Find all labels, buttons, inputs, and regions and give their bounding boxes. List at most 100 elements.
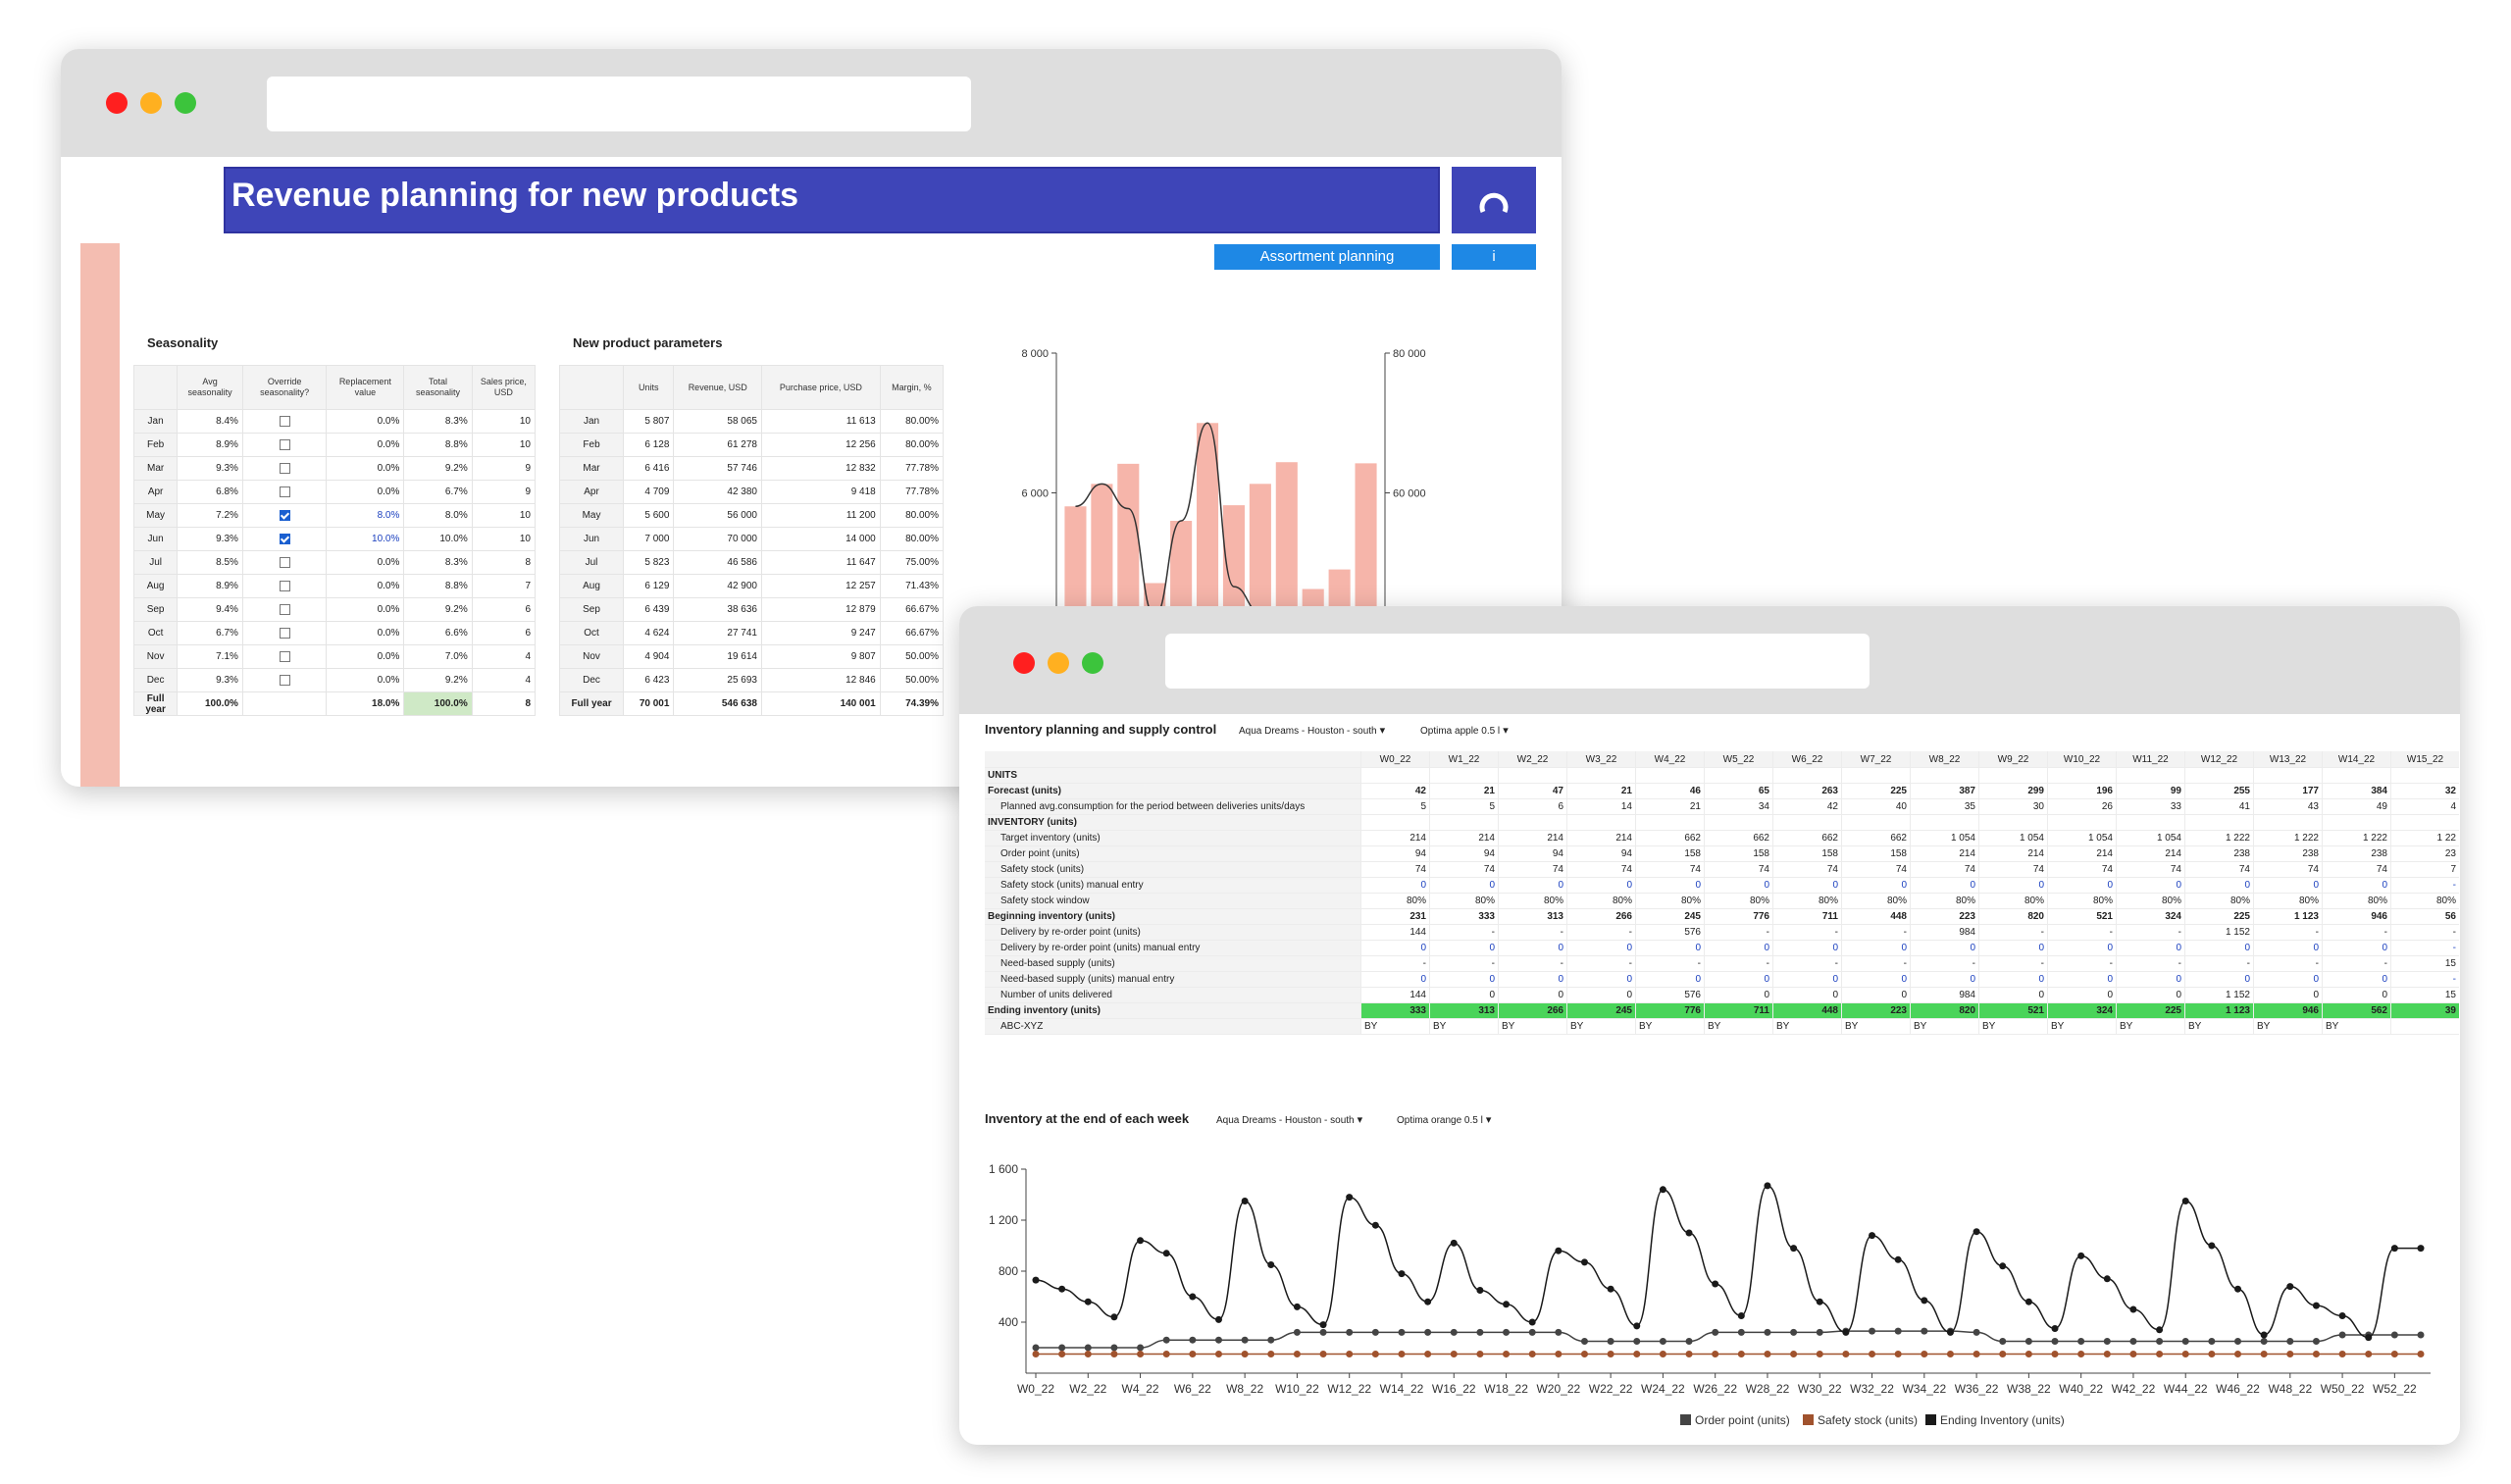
value-cell[interactable]: 0 xyxy=(1841,971,1911,988)
value-cell[interactable]: 0 xyxy=(1978,877,2048,894)
override-checkbox-cell[interactable] xyxy=(241,644,328,669)
override-checkbox-cell[interactable] xyxy=(241,574,328,598)
override-checkbox-cell[interactable] xyxy=(241,668,328,692)
override-checkbox-cell[interactable] xyxy=(241,456,328,481)
value-cell[interactable]: 0 xyxy=(2253,940,2323,956)
value-cell[interactable]: 0 xyxy=(2322,971,2391,988)
value-cell[interactable]: 0 xyxy=(1978,971,2048,988)
value-cell[interactable]: 0 xyxy=(1635,971,1705,988)
close-window-icon[interactable] xyxy=(1013,652,1035,674)
override-checkbox[interactable] xyxy=(279,556,290,568)
value-cell[interactable]: 0 xyxy=(1360,940,1430,956)
value-cell[interactable]: 0 xyxy=(2322,877,2391,894)
override-checkbox[interactable] xyxy=(279,674,290,686)
close-window-icon[interactable] xyxy=(106,92,128,114)
info-button[interactable]: i xyxy=(1452,244,1536,270)
value-cell[interactable]: 0 xyxy=(1772,877,1842,894)
chart-location-dropdown[interactable]: Aqua Dreams - Houston - south xyxy=(1216,1113,1362,1126)
product-dropdown[interactable]: Optima apple 0.5 l xyxy=(1420,724,1509,737)
value-cell[interactable]: 0 xyxy=(2184,877,2254,894)
override-checkbox[interactable] xyxy=(279,603,290,615)
value-cell[interactable]: 0 xyxy=(1635,877,1705,894)
value-cell[interactable]: 0 xyxy=(1841,940,1911,956)
value-cell[interactable]: 0 xyxy=(1910,971,1979,988)
value-cell[interactable]: 0 xyxy=(1910,940,1979,956)
value-cell[interactable]: 0 xyxy=(2047,940,2117,956)
override-checkbox[interactable] xyxy=(279,650,290,662)
override-checkbox[interactable] xyxy=(279,627,290,639)
override-checkbox-cell[interactable] xyxy=(241,480,328,504)
maximize-window-icon[interactable] xyxy=(1082,652,1103,674)
override-checkbox[interactable] xyxy=(279,509,290,521)
override-checkbox[interactable] xyxy=(279,462,290,474)
value-cell[interactable]: 0 xyxy=(1978,940,2048,956)
refresh-button[interactable] xyxy=(1452,167,1536,233)
value-cell[interactable]: 0 xyxy=(1772,940,1842,956)
value-cell: 21 xyxy=(1566,783,1636,799)
value-cell[interactable]: 0 xyxy=(1704,971,1773,988)
replacement-value[interactable]: 0.0% xyxy=(326,597,405,622)
value-cell[interactable]: 0 xyxy=(1429,877,1499,894)
override-checkbox[interactable] xyxy=(279,438,290,450)
value-cell[interactable]: - xyxy=(2390,971,2459,988)
override-checkbox-cell[interactable] xyxy=(241,597,328,622)
value-cell[interactable]: 0 xyxy=(2116,877,2185,894)
value-cell[interactable]: 0 xyxy=(2253,877,2323,894)
value-cell[interactable]: - xyxy=(2390,877,2459,894)
value-cell[interactable]: 0 xyxy=(1498,940,1567,956)
value-cell[interactable]: 0 xyxy=(1566,940,1636,956)
maximize-window-icon[interactable] xyxy=(175,92,196,114)
value-cell[interactable]: 0 xyxy=(1429,940,1499,956)
value-cell[interactable]: 0 xyxy=(1704,940,1773,956)
value-cell[interactable]: 0 xyxy=(1360,971,1430,988)
replacement-value[interactable]: 0.0% xyxy=(326,456,405,481)
replacement-value[interactable]: 0.0% xyxy=(326,550,405,575)
value-cell[interactable]: 0 xyxy=(1360,877,1430,894)
replacement-value[interactable]: 0.0% xyxy=(326,433,405,457)
minimize-window-icon[interactable] xyxy=(1048,652,1069,674)
value-cell[interactable]: 0 xyxy=(1566,971,1636,988)
value-cell[interactable]: 0 xyxy=(1841,877,1911,894)
chart-product-dropdown[interactable]: Optima orange 0.5 l xyxy=(1397,1113,1491,1126)
value-cell[interactable]: 0 xyxy=(1910,877,1979,894)
value-cell[interactable]: 0 xyxy=(2253,971,2323,988)
replacement-value[interactable]: 0.0% xyxy=(326,409,405,434)
override-checkbox[interactable] xyxy=(279,415,290,427)
value-cell[interactable]: 0 xyxy=(1566,877,1636,894)
value-cell[interactable]: 0 xyxy=(1704,877,1773,894)
value-cell[interactable]: 0 xyxy=(1498,971,1567,988)
address-bar[interactable] xyxy=(1165,634,1870,689)
assortment-planning-button[interactable]: Assortment planning xyxy=(1214,244,1440,270)
value-cell[interactable]: 0 xyxy=(2184,971,2254,988)
replacement-value[interactable]: 0.0% xyxy=(326,480,405,504)
value-cell[interactable]: 0 xyxy=(1498,877,1567,894)
value-cell[interactable]: 0 xyxy=(2184,940,2254,956)
override-checkbox-cell[interactable] xyxy=(241,550,328,575)
override-checkbox[interactable] xyxy=(279,580,290,591)
override-checkbox-cell[interactable] xyxy=(241,409,328,434)
location-dropdown[interactable]: Aqua Dreams - Houston - south xyxy=(1239,724,1385,737)
override-checkbox[interactable] xyxy=(279,533,290,544)
address-bar[interactable] xyxy=(267,77,971,131)
value-cell[interactable]: 0 xyxy=(2322,940,2391,956)
override-checkbox[interactable] xyxy=(279,486,290,497)
value-cell[interactable]: 0 xyxy=(2047,971,2117,988)
override-checkbox-cell[interactable] xyxy=(241,503,328,528)
minimize-window-icon[interactable] xyxy=(140,92,162,114)
override-checkbox-cell[interactable] xyxy=(241,433,328,457)
replacement-value[interactable]: 0.0% xyxy=(326,621,405,645)
value-cell[interactable]: 0 xyxy=(1772,971,1842,988)
value-cell[interactable]: 0 xyxy=(1635,940,1705,956)
replacement-value[interactable]: 8.0% xyxy=(326,503,405,528)
override-checkbox-cell[interactable] xyxy=(241,621,328,645)
replacement-value[interactable]: 10.0% xyxy=(326,527,405,551)
value-cell[interactable]: - xyxy=(2390,940,2459,956)
override-checkbox-cell[interactable] xyxy=(241,527,328,551)
value-cell[interactable]: 0 xyxy=(2116,971,2185,988)
value-cell[interactable]: 0 xyxy=(2116,940,2185,956)
replacement-value[interactable]: 0.0% xyxy=(326,574,405,598)
replacement-value[interactable]: 0.0% xyxy=(326,644,405,669)
value-cell[interactable]: 0 xyxy=(1429,971,1499,988)
value-cell[interactable]: 0 xyxy=(2047,877,2117,894)
replacement-value[interactable]: 0.0% xyxy=(326,668,405,692)
